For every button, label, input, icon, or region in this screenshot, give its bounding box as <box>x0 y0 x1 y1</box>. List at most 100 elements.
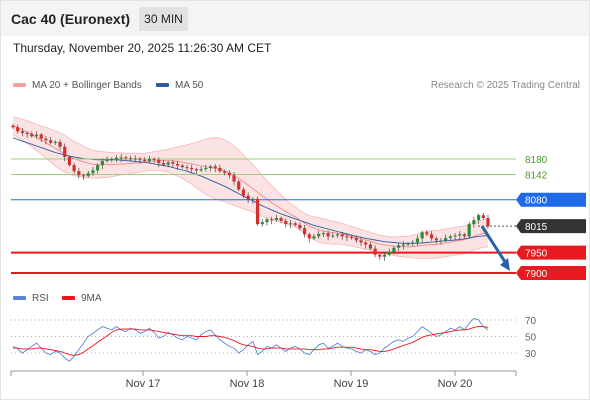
ma20-line <box>12 125 489 248</box>
candle-body <box>39 134 43 139</box>
ma50-label: MA 50 <box>175 80 204 91</box>
candle-body <box>415 238 420 243</box>
candle-body <box>114 157 119 159</box>
timeframe-button[interactable]: 30 MIN <box>139 7 188 31</box>
rsi-ma-swatch <box>62 296 75 301</box>
forecast-arrow-shaft <box>480 225 509 266</box>
candle-body <box>481 215 485 219</box>
candle-body <box>392 247 396 252</box>
instrument-title: Cac 40 (Euronext) <box>11 11 131 27</box>
level-label-8080: 8080 <box>525 196 548 207</box>
candle-body <box>110 159 114 160</box>
x-tick-label: Nov 20 <box>438 378 473 390</box>
candle-body <box>425 232 429 235</box>
candle-body <box>86 173 90 177</box>
level-tag-bg <box>516 266 586 280</box>
candle-body <box>293 223 297 225</box>
candle-body <box>458 234 462 236</box>
candle-body <box>190 167 194 170</box>
candle-body <box>335 234 340 236</box>
candle-body <box>208 166 213 168</box>
candle-body <box>307 234 311 239</box>
rsi-swatch <box>13 296 26 301</box>
candle-body <box>387 251 391 255</box>
candle-body <box>397 245 401 248</box>
candle-body <box>128 158 133 160</box>
candle-body <box>251 198 255 200</box>
candle-body <box>359 240 363 243</box>
candle-body <box>467 224 471 237</box>
candle-body <box>213 166 217 168</box>
candle-body <box>16 127 20 132</box>
legend-bollinger: MA 20 + Bollinger Bands <box>13 80 142 91</box>
rsi-tick-70: 70 <box>525 316 537 327</box>
candle-body <box>270 219 274 221</box>
bollinger-upper <box>12 116 489 238</box>
candle-body <box>124 157 128 159</box>
candle-body <box>260 222 264 225</box>
candle-body <box>199 169 203 171</box>
level-label-8142: 8142 <box>525 170 548 181</box>
rsi-label: RSI <box>32 293 49 304</box>
level-tag-bg <box>516 192 586 207</box>
candle-body <box>331 235 335 237</box>
candle-body <box>53 141 57 143</box>
candle-body <box>340 234 344 237</box>
candle-body <box>406 243 410 245</box>
candle-body <box>204 167 208 170</box>
rsi-tick-50: 50 <box>525 333 537 344</box>
level-tag-bg <box>516 245 586 260</box>
candle-body <box>302 228 307 235</box>
candle-body <box>274 218 278 221</box>
credit-text: Research © 2025 Trading Central <box>430 80 580 91</box>
candle-body <box>321 233 325 235</box>
x-tick-label: Nov 18 <box>230 378 265 390</box>
candle-body <box>364 242 368 245</box>
candle-body <box>176 163 180 166</box>
level-label-8180: 8180 <box>525 155 548 166</box>
candle-body <box>30 133 34 137</box>
candle-body <box>345 236 349 238</box>
candle-body <box>373 248 377 255</box>
candle-body <box>152 159 156 160</box>
bollinger-label: MA 20 + Bollinger Bands <box>32 80 142 91</box>
candle-body <box>434 238 438 241</box>
candle-body <box>354 237 358 241</box>
level-tag-7900: 7900 <box>516 266 586 280</box>
candle-body <box>157 159 161 164</box>
candle-body <box>218 167 222 172</box>
candle-body <box>161 163 166 165</box>
candle-body <box>326 233 330 237</box>
candle-body <box>147 159 151 162</box>
candle-body <box>382 254 387 257</box>
rsi-ma-label: 9MA <box>81 293 102 304</box>
candle-body <box>368 244 373 249</box>
level-tag-8080: 8080 <box>516 192 586 207</box>
candle-body <box>439 240 443 242</box>
level-label-8015: 8015 <box>525 222 548 233</box>
candle-body <box>378 254 382 257</box>
bollinger-band <box>13 116 488 259</box>
candle-body <box>20 131 25 133</box>
candle-body <box>411 242 415 244</box>
candle-body <box>119 157 123 159</box>
candle-body <box>288 223 293 225</box>
rsi-line <box>12 317 489 362</box>
candle-body <box>472 220 476 225</box>
candle-body <box>453 235 457 237</box>
level-tag-bg <box>516 219 586 234</box>
candle-body <box>237 181 241 190</box>
ma50-swatch <box>156 83 169 88</box>
candle-body <box>67 156 72 166</box>
candle-body <box>486 218 490 227</box>
legend-rsi: RSI <box>13 293 49 304</box>
candle-body <box>81 175 86 177</box>
candle-body <box>448 236 452 238</box>
candle-body <box>77 171 81 176</box>
level-label-7950: 7950 <box>525 249 548 260</box>
candle-body <box>194 169 199 171</box>
bollinger-swatch <box>13 83 26 88</box>
candle-body <box>476 215 481 221</box>
candle-body <box>241 189 246 196</box>
